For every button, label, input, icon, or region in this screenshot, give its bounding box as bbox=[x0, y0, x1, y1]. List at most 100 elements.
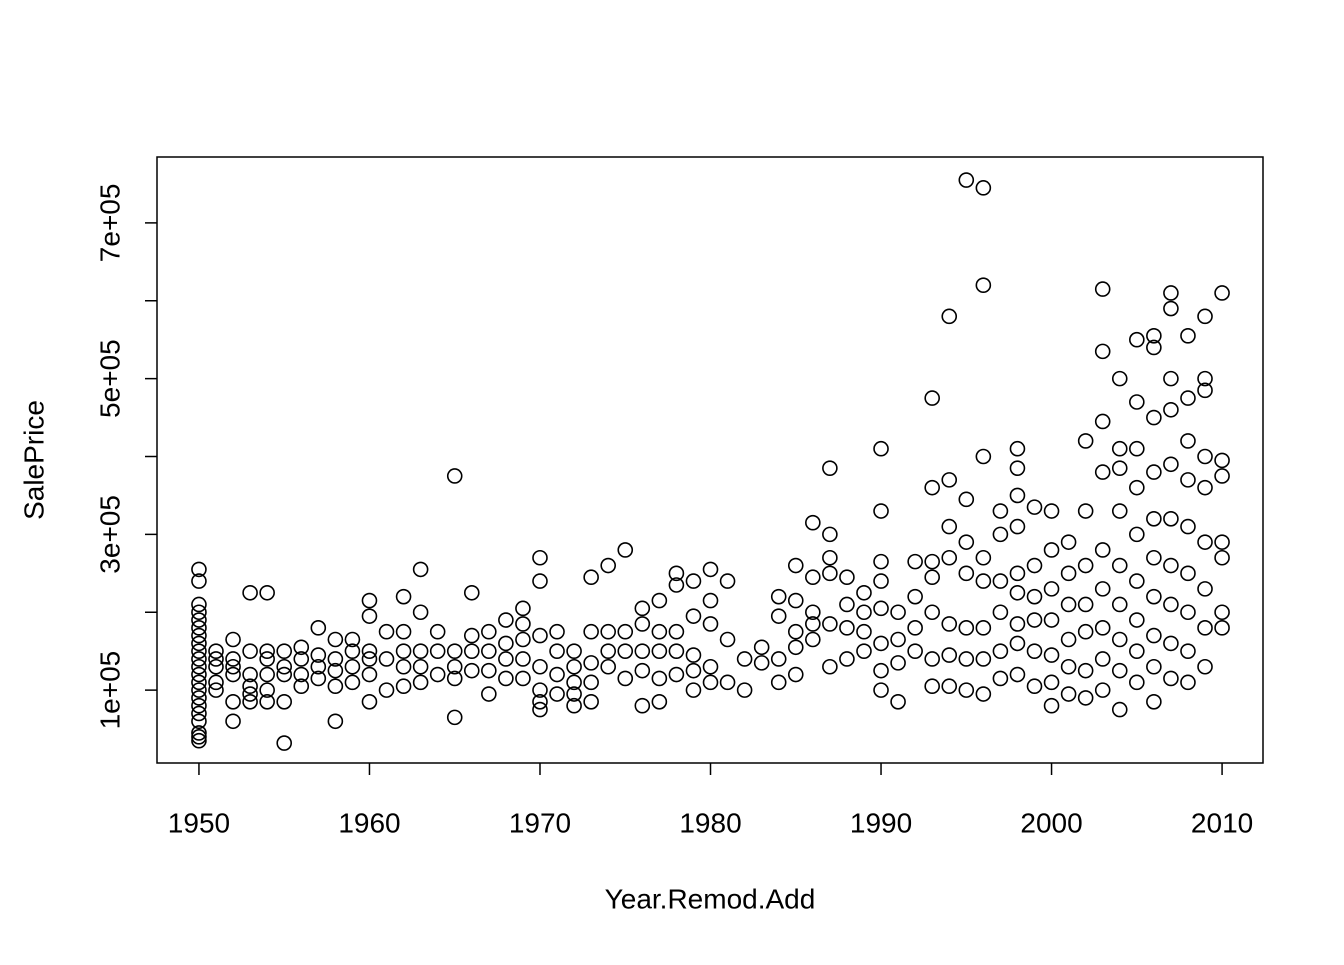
point bbox=[992, 503, 1009, 519]
point bbox=[446, 658, 463, 675]
point bbox=[958, 682, 975, 698]
point bbox=[685, 608, 702, 624]
point bbox=[191, 732, 207, 749]
x-tick-label: 1950 bbox=[168, 807, 230, 838]
point bbox=[1163, 300, 1179, 317]
point bbox=[651, 670, 668, 687]
point bbox=[191, 627, 207, 644]
point bbox=[1111, 460, 1128, 476]
point bbox=[1214, 549, 1230, 566]
point bbox=[1043, 542, 1060, 558]
point bbox=[873, 573, 889, 589]
point bbox=[225, 694, 241, 710]
point bbox=[1094, 281, 1111, 297]
point bbox=[1146, 409, 1162, 426]
point bbox=[702, 674, 719, 691]
y-tick-label: 7e+05 bbox=[94, 184, 125, 263]
point bbox=[378, 651, 395, 667]
point bbox=[191, 682, 207, 698]
point bbox=[1026, 499, 1043, 515]
point bbox=[1129, 394, 1145, 410]
point bbox=[1214, 285, 1230, 301]
point bbox=[1197, 534, 1213, 550]
point bbox=[276, 735, 293, 751]
point bbox=[1094, 620, 1111, 636]
point bbox=[1163, 370, 1179, 387]
point bbox=[463, 643, 480, 659]
point bbox=[787, 623, 804, 640]
point bbox=[1180, 433, 1196, 449]
point bbox=[992, 573, 1009, 589]
point bbox=[1060, 686, 1077, 702]
point bbox=[873, 600, 889, 617]
point bbox=[1009, 584, 1026, 601]
point bbox=[702, 592, 719, 609]
point bbox=[1094, 542, 1111, 558]
point bbox=[770, 674, 787, 691]
point bbox=[1094, 682, 1111, 698]
x-tick-label: 1970 bbox=[509, 807, 571, 838]
point bbox=[191, 604, 207, 621]
point bbox=[907, 553, 923, 570]
point bbox=[310, 620, 327, 636]
point bbox=[191, 697, 207, 714]
point bbox=[958, 620, 975, 636]
point bbox=[941, 678, 958, 695]
point bbox=[668, 666, 685, 683]
point bbox=[1146, 511, 1162, 527]
point bbox=[822, 526, 838, 543]
point bbox=[1094, 413, 1111, 430]
point bbox=[1129, 643, 1145, 659]
point bbox=[617, 623, 634, 640]
point bbox=[1111, 557, 1128, 574]
point bbox=[481, 643, 497, 659]
point bbox=[617, 542, 634, 558]
point bbox=[566, 674, 582, 691]
point bbox=[839, 596, 855, 613]
point bbox=[463, 662, 480, 679]
point bbox=[890, 655, 906, 671]
point bbox=[856, 604, 872, 621]
point bbox=[1026, 643, 1043, 659]
point bbox=[515, 651, 531, 667]
point bbox=[941, 308, 958, 325]
point bbox=[532, 549, 548, 566]
point bbox=[685, 647, 702, 663]
point bbox=[395, 588, 412, 605]
point bbox=[515, 616, 531, 632]
point bbox=[532, 627, 548, 644]
point bbox=[412, 674, 429, 691]
point bbox=[395, 658, 412, 675]
point bbox=[276, 666, 293, 683]
point bbox=[1163, 285, 1179, 301]
point bbox=[805, 604, 821, 621]
point bbox=[498, 651, 514, 667]
point bbox=[873, 503, 889, 519]
point bbox=[191, 635, 207, 652]
point bbox=[975, 651, 992, 667]
point bbox=[395, 623, 412, 640]
point bbox=[1026, 678, 1043, 695]
point bbox=[242, 686, 258, 702]
point bbox=[1094, 651, 1111, 667]
point bbox=[225, 658, 241, 675]
point bbox=[839, 569, 855, 586]
point bbox=[702, 561, 719, 578]
point bbox=[907, 643, 923, 659]
point bbox=[890, 604, 906, 621]
point bbox=[1060, 565, 1077, 582]
point bbox=[1197, 308, 1213, 325]
point bbox=[685, 573, 702, 589]
point bbox=[787, 592, 804, 609]
point bbox=[719, 674, 736, 691]
point bbox=[583, 694, 599, 710]
point bbox=[890, 631, 906, 648]
point bbox=[1009, 616, 1026, 632]
point bbox=[1146, 588, 1162, 605]
y-tick-label: 3e+05 bbox=[94, 495, 125, 574]
point bbox=[1180, 518, 1196, 535]
point bbox=[1077, 433, 1094, 449]
point bbox=[1197, 620, 1213, 636]
point bbox=[293, 639, 310, 656]
